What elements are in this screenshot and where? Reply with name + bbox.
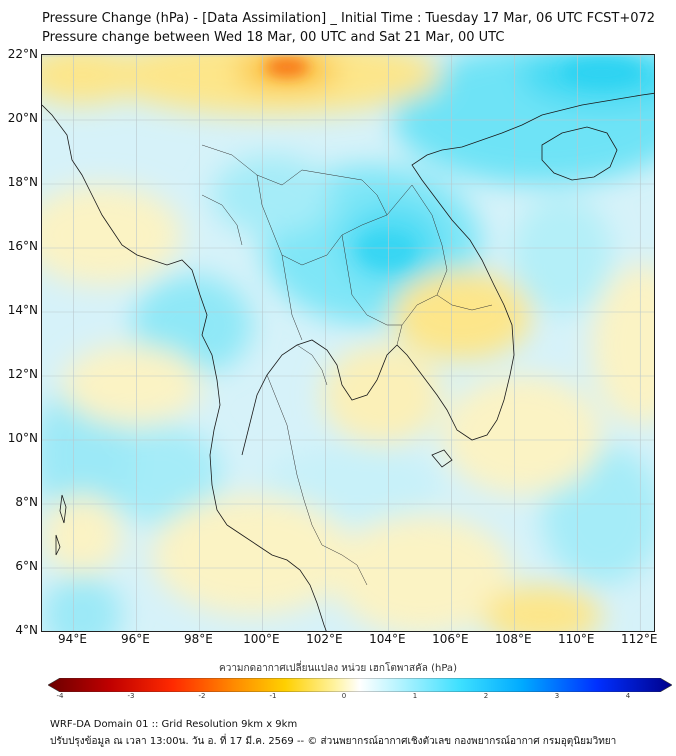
colorbar-tick-label: 3 — [554, 692, 560, 700]
colorbar-tick-label: 1 — [412, 692, 418, 700]
map-subtitle: Pressure change between Wed 18 Mar, 00 U… — [42, 30, 505, 45]
pressure-change-map — [41, 54, 655, 632]
lat-label: 12°N — [7, 367, 38, 381]
lat-label: 14°N — [7, 303, 38, 317]
colorbar — [48, 678, 672, 692]
graticule — [42, 55, 654, 631]
lat-label: 18°N — [7, 175, 38, 189]
model-info: WRF-DA Domain 01 :: Grid Resolution 9km … — [50, 719, 298, 730]
lat-label: 6°N — [15, 559, 38, 573]
lat-label: 20°N — [7, 111, 38, 125]
lon-label: 112°E — [621, 632, 658, 646]
colorbar-gradient — [48, 678, 672, 692]
lon-label: 96°E — [121, 632, 150, 646]
colorbar-caption: ความกดอากาศเปลี่ยนแปลง หน่วย เฮกโตพาสคัล… — [219, 663, 457, 674]
coastlines — [42, 92, 654, 631]
colorbar-tick-label: 4 — [625, 692, 631, 700]
colorbar-tick-label: -4 — [56, 692, 64, 700]
colorbar-tick-label: -3 — [127, 692, 135, 700]
lat-label: 22°N — [7, 47, 38, 61]
lon-label: 110°E — [558, 632, 595, 646]
lat-label: 16°N — [7, 239, 38, 253]
lat-label: 10°N — [7, 431, 38, 445]
colorbar-tick-label: -1 — [269, 692, 277, 700]
colorbar-tick-label: 0 — [341, 692, 347, 700]
colorbar-tick-label: -2 — [198, 692, 206, 700]
pressure-field — [42, 55, 654, 631]
map-canvas — [42, 55, 654, 631]
lon-label: 98°E — [183, 632, 213, 646]
lat-label: 4°N — [15, 623, 38, 637]
credit-line: ปรับปรุงข้อมูล ณ เวลา 13:00น. วัน อ. ที่… — [50, 736, 617, 747]
lon-label: 100°E — [243, 632, 280, 646]
lon-label: 94°E — [58, 632, 87, 646]
lon-label: 102°E — [306, 632, 343, 646]
map-title: Pressure Change (hPa) - [Data Assimilati… — [42, 11, 656, 26]
lon-label: 104°E — [369, 632, 406, 646]
colorbar-tick-label: 2 — [483, 692, 489, 700]
country-borders — [201, 144, 493, 586]
lon-label: 108°E — [495, 632, 532, 646]
lon-label: 106°E — [432, 632, 469, 646]
lat-label: 8°N — [15, 495, 38, 509]
